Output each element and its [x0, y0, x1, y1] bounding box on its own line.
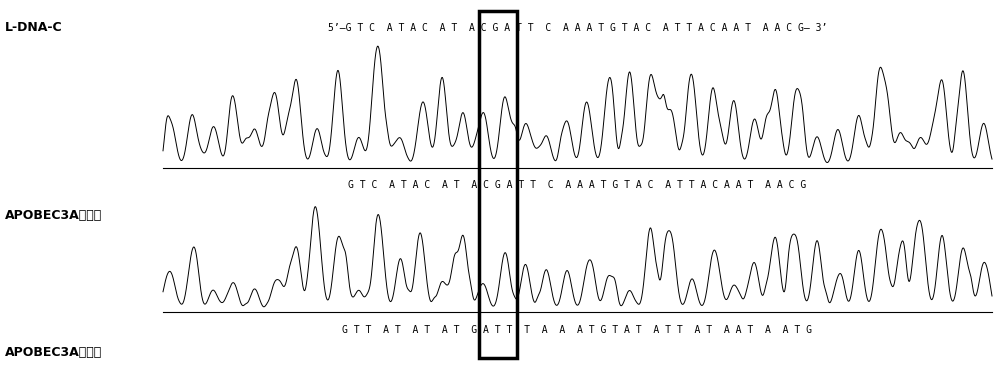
Bar [479, 11, 517, 358]
Text: APOBEC3A处理后: APOBEC3A处理后 [5, 346, 102, 359]
Text: 5’—G T C  A T A C  A T  A C G A T T  C  A A A T G T A C  A T T A C A A T  A A C : 5’—G T C A T A C A T A C G A T T C A A A… [328, 23, 827, 33]
Text: APOBEC3A处理前: APOBEC3A处理前 [5, 209, 102, 223]
Text: G T T  A T  A T  A T  G A T T  T  A  A  A T G T A T  A T T  A T  A A T  A  A T G: G T T A T A T A T G A T T T A A A T G T … [342, 325, 812, 335]
Text: L-DNA-C: L-DNA-C [5, 21, 63, 34]
Text: G T C  A T A C  A T  A C G A T T  C  A A A T G T A C  A T T A C A A T  A A C G: G T C A T A C A T A C G A T T C A A A T … [348, 179, 807, 190]
